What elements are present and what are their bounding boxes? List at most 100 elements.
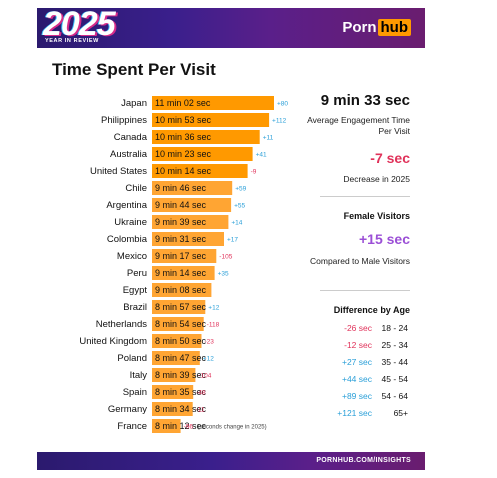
category-label: Peru (127, 268, 147, 279)
change-label: -23 (204, 339, 214, 346)
bar-value-label: 11 min 02 sec (155, 98, 211, 108)
avg-change-value: -7 sec (370, 150, 410, 166)
logo-text: Porn (342, 19, 377, 36)
bar (152, 317, 204, 331)
female-visitors-label: Compared to Male Visitors (310, 256, 410, 266)
category-label: Germany (108, 404, 147, 415)
brand-logo: Porn hub (342, 19, 411, 36)
bar (152, 402, 193, 416)
change-label: +14 (231, 220, 242, 227)
age-delta: +27 sec (341, 357, 372, 367)
bar-value-label: 10 min 53 sec (155, 115, 212, 125)
bar-value-label: 8 min 54 sec (155, 319, 207, 329)
change-label: -11 (196, 407, 205, 414)
bar-value-label: 8 min 35 sec (155, 387, 207, 397)
change-label: +12 (208, 305, 219, 312)
category-label: Colombia (107, 234, 148, 245)
bar-value-label: 10 min 14 sec (155, 166, 212, 176)
bar (152, 130, 260, 144)
bar (152, 266, 215, 280)
bar (152, 198, 232, 212)
bar (152, 96, 274, 110)
category-label: Australia (110, 149, 148, 160)
change-note: (seconds change in 2025) (198, 425, 267, 431)
change-label: -9 (251, 169, 257, 176)
bar-value-label: 8 min 47 sec (155, 353, 207, 363)
age-row: +44 sec 45 - 54 (320, 374, 412, 388)
age-row: -12 sec 25 - 34 (320, 340, 412, 354)
bar-value-label: 9 min 46 sec (155, 183, 207, 193)
change-label: +59 (235, 186, 246, 193)
category-label: Mexico (117, 251, 147, 262)
change-label: -96 (184, 424, 194, 431)
age-heading: Difference by Age (333, 305, 410, 315)
change-label: +17 (227, 237, 238, 244)
change-label: -104 (198, 373, 211, 380)
change-label: +12 (203, 356, 214, 363)
avg-change-label: Decrease in 2025 (343, 174, 410, 184)
bar (152, 181, 233, 195)
bar-value-label: 8 min 57 sec (155, 302, 207, 312)
change-label: +11 (263, 135, 274, 142)
bar-value-label: 9 min 14 sec (155, 268, 207, 278)
footer-banner: PORNHUB.COM/INSIGHTS (37, 452, 425, 470)
logo-badge: hub (377, 19, 411, 36)
divider (320, 196, 410, 197)
banner-year: 2025 (43, 8, 116, 43)
category-label: Egypt (123, 285, 148, 296)
female-visitors-value: +15 sec (359, 231, 410, 247)
category-label: United Kingdom (79, 336, 147, 347)
change-label: +80 (277, 101, 288, 108)
category-label: Argentina (106, 200, 147, 211)
avg-time-label: Average Engagement Time Per Visit (307, 115, 410, 136)
age-delta: +44 sec (341, 374, 372, 384)
footer-url: PORNHUB.COM/INSIGHTS (316, 457, 411, 464)
age-delta: -26 sec (344, 323, 372, 333)
age-row: -26 sec 18 - 24 (320, 323, 412, 337)
bar (152, 368, 196, 382)
bar (152, 147, 253, 161)
bar-value-label: 9 min 31 sec (155, 234, 207, 244)
header-banner: 2025 YEAR IN REVIEW Porn hub (37, 8, 425, 48)
bar (152, 164, 248, 178)
bar (152, 300, 206, 314)
age-row: +89 sec 54 - 64 (320, 391, 412, 405)
bar-value-label: 8 min 12 sec (155, 421, 207, 431)
category-label: Chile (125, 183, 147, 194)
age-range: 54 - 64 (381, 391, 408, 401)
bar-value-label: 8 min 34 sec (155, 404, 207, 414)
age-range: 18 - 24 (381, 323, 408, 333)
category-label: United States (90, 166, 147, 177)
age-range: 25 - 34 (381, 340, 408, 350)
bar-value-label: 8 min 50 sec (155, 336, 207, 346)
category-label: Italy (130, 370, 148, 381)
avg-time-value: 9 min 33 sec (320, 92, 410, 109)
category-label: Poland (117, 353, 147, 364)
category-label: Canada (114, 132, 148, 143)
bar-value-label: 9 min 08 sec (155, 285, 207, 295)
age-delta: +121 sec (337, 408, 372, 418)
change-label: -105 (219, 254, 232, 261)
change-label: +41 (256, 152, 267, 159)
bar-value-label: 10 min 23 sec (155, 149, 212, 159)
bar-value-label: 10 min 36 sec (155, 132, 212, 142)
bar (152, 113, 270, 127)
bar (152, 334, 202, 348)
bar (152, 351, 200, 365)
bar (152, 215, 229, 229)
category-label: Netherlands (96, 319, 147, 330)
age-row: +27 sec 35 - 44 (320, 357, 412, 371)
bar-value-label: 9 min 44 sec (155, 200, 207, 210)
bar-value-label: 8 min 39 sec (155, 370, 207, 380)
category-label: France (117, 421, 147, 432)
bar (152, 283, 212, 297)
bar (152, 232, 224, 246)
change-label: -48 (196, 390, 206, 397)
change-label: +112 (272, 118, 287, 125)
divider (320, 290, 410, 291)
change-label: +55 (234, 203, 245, 210)
age-row: +121 sec 65+ (320, 408, 412, 422)
change-label: -118 (207, 322, 220, 329)
age-delta: +89 sec (341, 391, 372, 401)
